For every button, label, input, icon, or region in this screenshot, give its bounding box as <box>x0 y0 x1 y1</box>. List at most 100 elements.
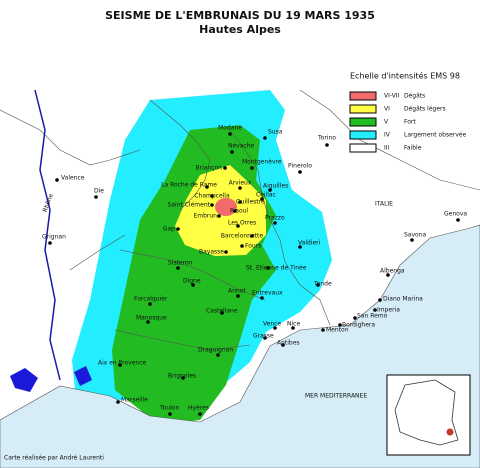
place-label: Gap <box>163 226 175 233</box>
place-label: Manosque <box>136 315 167 322</box>
place-label: Sisteron <box>168 260 193 267</box>
place-dot <box>176 227 180 231</box>
legend-label: Dégâts <box>404 93 425 100</box>
place-label: Saint Clément <box>168 202 211 209</box>
place-dot <box>228 132 232 136</box>
place-dot <box>273 326 277 330</box>
place-label: Les Orres <box>228 220 256 227</box>
place-dot <box>338 323 342 327</box>
title: SEISME DE L'EMBRUNAIS DU 19 MARS 1935 <box>105 9 375 22</box>
place-dot <box>353 316 357 320</box>
lakes <box>10 366 92 392</box>
place-dot <box>230 150 234 154</box>
place-dot <box>217 214 221 218</box>
place-dot <box>378 298 382 302</box>
legend-intensity: VI-VII <box>384 93 400 100</box>
place-dot <box>260 296 264 300</box>
subtitle: Hautes Alpes <box>199 23 281 36</box>
place-label: Albenga <box>380 268 405 275</box>
place-dot <box>373 308 377 312</box>
place-label: Toulon <box>159 405 179 412</box>
place-dot <box>198 412 202 416</box>
legend-label: Faible <box>404 145 422 152</box>
place-label: Menton <box>326 327 349 334</box>
place-dot <box>298 245 302 249</box>
legend-intensity: IV <box>384 132 391 139</box>
legend-swatch <box>349 130 377 140</box>
place-label: Aix en Provence <box>98 360 146 367</box>
place-dot <box>386 273 390 277</box>
place-label: San Remo <box>357 313 388 320</box>
river <box>34 89 61 381</box>
place-dot <box>236 294 240 298</box>
place-dot <box>321 328 325 332</box>
place-dot <box>55 178 59 182</box>
country-label: ITALIE <box>375 201 393 208</box>
place-dot <box>250 234 254 238</box>
place-label: Grasse <box>253 333 274 340</box>
place-label: Die <box>94 188 104 195</box>
place-dot <box>325 143 329 147</box>
place-dot <box>240 244 244 248</box>
place-label: Valence <box>61 175 85 182</box>
place-label: Champcella <box>194 193 230 200</box>
place-dot <box>220 311 224 315</box>
place-label: Névache <box>228 143 255 150</box>
place-dot <box>238 200 242 204</box>
inset-map <box>386 374 471 456</box>
place-label: Barcelonnette <box>221 233 263 240</box>
place-label: Arvieux <box>229 180 252 187</box>
legend-intensity: V <box>384 119 389 126</box>
place-label: Forcalquier <box>134 296 168 303</box>
place-dot <box>168 412 172 416</box>
legend-swatch <box>349 104 377 114</box>
place-label: Hyères <box>188 405 209 412</box>
legend-label: Dégâts légers <box>404 106 446 113</box>
place-label: St. Etienne de Tinée <box>246 265 307 272</box>
place-dot <box>223 166 227 170</box>
legend-swatch <box>349 91 377 101</box>
place-label: Diano Marina <box>383 296 423 303</box>
place-label: Modane <box>218 125 242 132</box>
place-label: Brignoles <box>168 373 196 380</box>
place-dot <box>268 188 272 192</box>
legend-title: Echelle d'intensités EMS 98 <box>350 71 460 81</box>
place-label: Briançon <box>195 165 222 172</box>
place-label: Castellane <box>206 308 238 315</box>
legend-swatch <box>349 117 377 127</box>
place-dot <box>250 166 254 170</box>
place-dot <box>210 203 214 207</box>
legend-swatch <box>349 143 377 153</box>
place-dot <box>260 197 264 201</box>
place-dot <box>273 221 277 225</box>
place-dot <box>216 353 220 357</box>
place-dot <box>263 136 267 140</box>
place-dot <box>181 376 185 380</box>
place-dot <box>224 250 228 254</box>
place-dot <box>291 326 295 330</box>
border <box>0 89 480 351</box>
place-label: Genova <box>444 211 467 218</box>
place-dot <box>238 186 242 190</box>
place-label: Draguignan <box>198 347 233 354</box>
place-label: Risoul <box>230 208 248 215</box>
place-label: Ceillac <box>256 192 276 199</box>
place-label: Tende <box>313 281 332 288</box>
place-dot <box>118 363 122 367</box>
place-label: Bayasse <box>199 249 224 256</box>
place-dot <box>94 195 98 199</box>
place-label: Guillestre <box>236 199 265 206</box>
place-dot <box>116 400 120 404</box>
zone-vi-vii <box>215 198 237 216</box>
place-label: Grignan <box>42 234 66 241</box>
place-label: Marseille <box>121 397 148 404</box>
place-label: Pinerolo <box>288 163 312 170</box>
place-label: Prazzo <box>265 215 285 222</box>
place-dot <box>281 343 285 347</box>
place-dot <box>205 185 209 189</box>
legend-intensity: VI <box>384 106 390 113</box>
place-label: Bordighera <box>342 322 375 329</box>
credit: Carte réalisée par André Laurenti <box>4 455 104 462</box>
place-label: Aiguilles <box>263 183 288 190</box>
place-label: Susa <box>268 129 283 136</box>
